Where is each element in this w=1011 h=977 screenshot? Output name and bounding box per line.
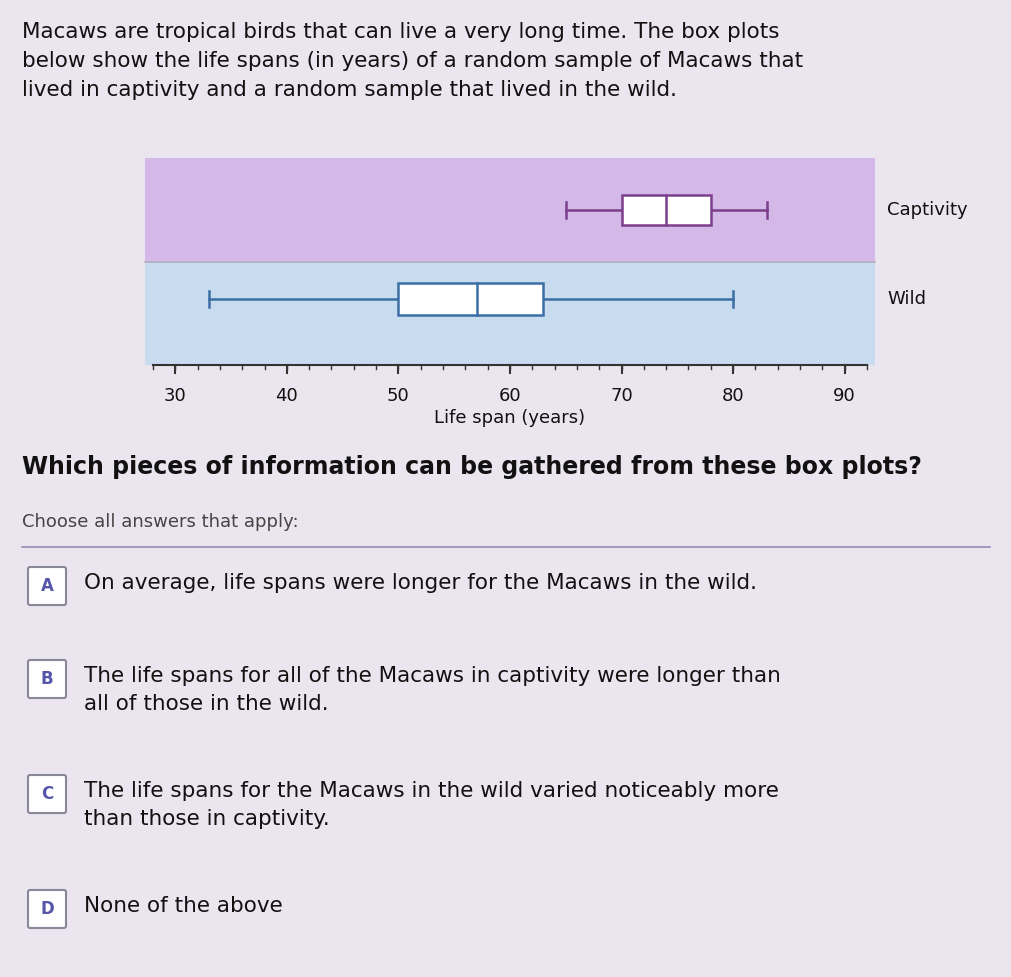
Text: Choose all answers that apply:: Choose all answers that apply: xyxy=(22,513,298,531)
Text: 40: 40 xyxy=(275,387,298,405)
Text: C: C xyxy=(40,785,53,803)
Text: Which pieces of information can be gathered from these box plots?: Which pieces of information can be gathe… xyxy=(22,455,921,479)
FancyBboxPatch shape xyxy=(28,660,66,698)
Text: D: D xyxy=(40,900,54,918)
Text: 80: 80 xyxy=(721,387,744,405)
FancyBboxPatch shape xyxy=(28,567,66,605)
Text: The life spans for all of the Macaws in captivity were longer than
all of those : The life spans for all of the Macaws in … xyxy=(84,666,780,714)
Text: 70: 70 xyxy=(610,387,632,405)
Text: Macaws are tropical birds that can live a very long time. The box plots
below sh: Macaws are tropical birds that can live … xyxy=(22,22,803,100)
Text: Life span (years): Life span (years) xyxy=(434,409,585,427)
FancyBboxPatch shape xyxy=(28,775,66,813)
Text: None of the above: None of the above xyxy=(84,896,282,916)
Text: Wild: Wild xyxy=(886,290,925,308)
Text: 30: 30 xyxy=(164,387,186,405)
Text: The life spans for the Macaws in the wild varied noticeably more
than those in c: The life spans for the Macaws in the wil… xyxy=(84,781,778,829)
Text: 90: 90 xyxy=(832,387,855,405)
Text: B: B xyxy=(40,670,54,688)
Bar xyxy=(398,282,543,315)
Text: Captivity: Captivity xyxy=(886,200,967,219)
Text: A: A xyxy=(40,577,54,595)
Text: 60: 60 xyxy=(498,387,521,405)
Text: 50: 50 xyxy=(386,387,409,405)
Bar xyxy=(621,194,710,225)
Bar xyxy=(145,158,875,262)
FancyBboxPatch shape xyxy=(28,890,66,928)
Text: On average, life spans were longer for the Macaws in the wild.: On average, life spans were longer for t… xyxy=(84,573,756,593)
Bar xyxy=(145,262,875,365)
